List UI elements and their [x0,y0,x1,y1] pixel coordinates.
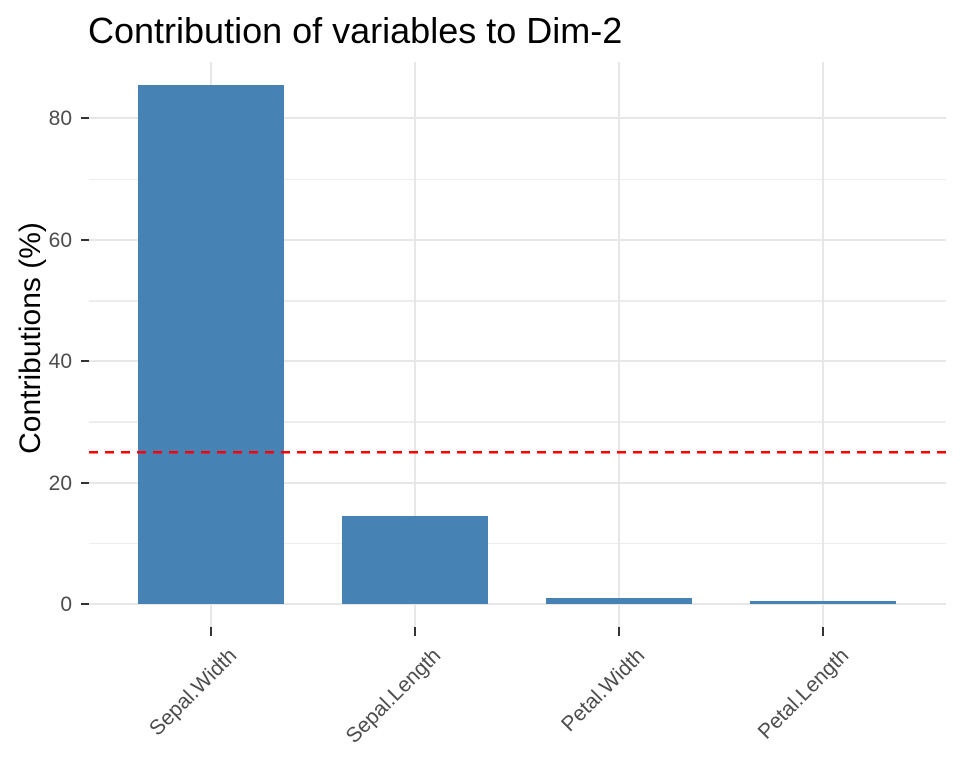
x-tick-label-Petal.Length: Petal.Length [753,644,854,744]
bar-Sepal.Width [138,85,284,604]
x-tick-label-Petal.Width: Petal.Width [557,644,650,737]
y-tick-label: 20 [48,471,72,495]
gridline-major [89,238,946,241]
chart-title: Contribution of variables to Dim-2 [88,10,623,51]
gridline-minor [89,178,946,181]
gridline-minor [89,421,946,423]
gridline-minor [89,542,946,545]
bar-Sepal.Length [342,515,488,604]
bar-Petal.Width [546,598,692,604]
reference-line [89,451,946,454]
x-tick-mark [210,627,212,636]
y-tick-mark [81,360,89,363]
gridline-major [89,603,946,605]
bar-Petal.Length [750,600,896,604]
y-tick-mark [81,481,89,484]
x-tick-mark [822,627,824,636]
y-tick-label: 80 [48,107,72,131]
gridline-vertical [618,62,620,627]
gridline-major [89,481,946,484]
gridline-major [89,360,946,363]
x-tick-mark [618,627,620,636]
y-tick-mark [81,117,89,120]
plot-panel [89,62,946,627]
y-tick-mark [81,603,89,605]
gridline-vertical [822,62,824,627]
x-tick-label-Sepal.Width: Sepal.Width [144,644,242,741]
x-tick-label-Sepal.Length: Sepal.Length [341,644,446,748]
y-axis-title: Contributions (%) [14,222,47,454]
gridline-vertical [414,62,416,627]
x-tick-mark [414,627,416,636]
gridline-major [89,117,946,120]
y-tick-label: 0 [60,593,72,616]
gridline-minor [89,300,946,302]
y-tick-label: 40 [48,350,72,374]
y-tick-label: 60 [48,228,72,252]
y-tick-mark [81,238,89,241]
